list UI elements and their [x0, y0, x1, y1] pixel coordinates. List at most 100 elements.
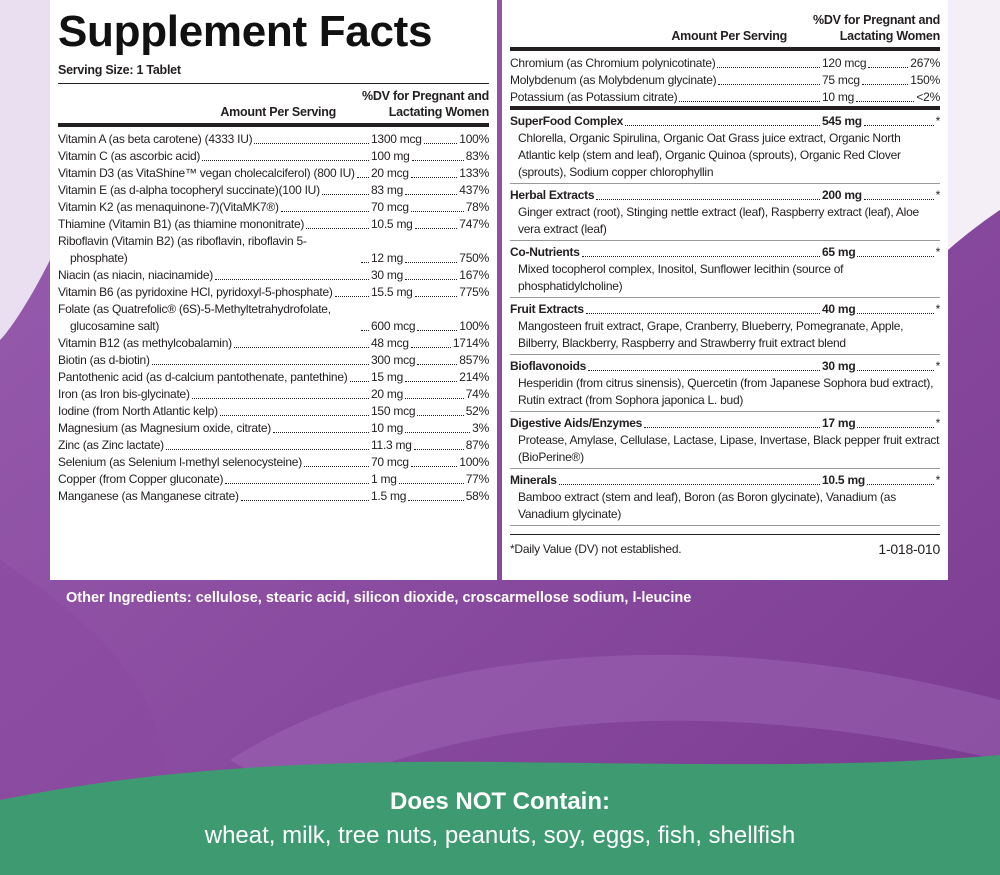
amount-group: 17 mg *	[822, 415, 940, 432]
dot-leader	[254, 143, 369, 144]
blend-ingredients: Bamboo extract (stem and leaf), Boron (a…	[518, 490, 896, 521]
nutrient-row: Copper (from Copper gluconate) 1 mg 77%	[58, 471, 489, 488]
dot-leader	[398, 483, 464, 484]
does-not-contain-list: wheat, milk, tree nuts, peanuts, soy, eg…	[204, 822, 796, 849]
dot-leader	[644, 427, 820, 428]
footer: *Daily Value (DV) not established. 1-018…	[510, 534, 940, 558]
nutrient-row: Vitamin B12 (as methylcobalamin) 48 mcg 17…	[58, 335, 489, 352]
nutrient-name: Vitamin E (as d-alpha tocopheryl succina…	[58, 183, 320, 197]
nutrient-row: Biotin (as d-biotin) 300 mcg 857%	[58, 352, 489, 369]
amount: 20 mcg	[371, 166, 409, 180]
amount-group: 15.5 mg 775%	[371, 284, 489, 301]
facts-panel-left: Supplement Facts Serving Size: 1 Tablet …	[50, 0, 497, 580]
amount-group: 600 mcg 100%	[371, 318, 489, 335]
dot-leader	[165, 449, 369, 450]
dot-leader	[866, 484, 934, 485]
daily-value: 1714%	[452, 336, 489, 350]
daily-value: 747%	[459, 217, 489, 231]
nutrient-row: Magnesium (as Magnesium oxide, citrate) 1…	[58, 420, 489, 437]
daily-value: *	[935, 245, 941, 259]
dot-leader	[585, 313, 820, 314]
amount: 10 mg	[371, 421, 404, 435]
daily-value: 83%	[465, 149, 490, 163]
nutrient-name: Vitamin C (as ascorbic acid)	[58, 149, 201, 163]
dot-leader	[405, 432, 471, 433]
amount-group: 10 mg 3%	[371, 420, 489, 437]
other-ingredients: Other Ingredients: cellulose, stearic ac…	[66, 590, 692, 606]
dv-header-line: %DV for Pregnant and	[813, 13, 940, 27]
daily-value: 3%	[472, 421, 489, 435]
dot-leader	[334, 296, 369, 297]
dot-leader	[718, 84, 820, 85]
amount-group: 70 mcg 78%	[371, 199, 489, 216]
amount-group: 75 mcg 150%	[822, 72, 940, 89]
dot-leader	[861, 84, 909, 85]
daily-value: 167%	[459, 268, 489, 282]
nutrient-row: Co-Nutrients 65 mg *	[510, 244, 940, 261]
dot-leader	[202, 160, 369, 161]
dot-leader	[405, 194, 458, 195]
amount-group: 12 mg 750%	[371, 250, 489, 267]
nutrient-row: Pantothenic acid (as d-calcium pantothen…	[58, 369, 489, 386]
dot-leader	[625, 125, 820, 126]
amount-group: 1 mg 77%	[371, 471, 489, 488]
dot-leader	[215, 279, 369, 280]
dv-header: %DV for Pregnant and Lactating Women	[813, 12, 940, 44]
nutrient-name: Selenium (as Selenium l-methyl selenocys…	[58, 455, 302, 469]
nutrient-row: Bioflavonoids 30 mg *	[510, 358, 940, 375]
dot-leader	[414, 296, 458, 297]
amount-header: Amount Per Serving	[220, 105, 337, 119]
serving-size: Serving Size: 1 Tablet	[58, 62, 489, 84]
nutrient-name: Chromium (as Chromium polynicotinate)	[510, 56, 716, 70]
nutrient-row: Riboflavin (Vitamin B2) (as riboflavin, …	[58, 233, 489, 267]
blend-ingredients: Ginger extract (root), Stinging nettle e…	[518, 205, 919, 236]
green-band	[0, 755, 1000, 875]
amount: 12 mg	[371, 251, 404, 265]
amount-group: 120 mcg 267%	[822, 55, 940, 72]
does-not-contain: Does NOT Contain: wheat, milk, tree nuts…	[0, 785, 1000, 853]
nutrient-name: Vitamin D3 (as VitaShine™ vegan cholecal…	[58, 166, 355, 180]
nutrient-row: Vitamin C (as ascorbic acid) 100 mg 83%	[58, 148, 489, 165]
nutrient-row: Vitamin B6 (as pyridoxine HCl, pyridoxyl…	[58, 284, 489, 301]
facts-panel-right: Amount Per Serving %DV for Pregnant and …	[502, 0, 948, 580]
dot-leader	[151, 364, 369, 365]
amount: 120 mcg	[822, 56, 867, 70]
amount: 15.5 mg	[371, 285, 413, 299]
nutrient-name: Vitamin K2 (as menaquinone-7)(VitaMK7®)	[58, 200, 279, 214]
amount: 11.3 mg	[371, 438, 412, 452]
nutrient-row: Vitamin K2 (as menaquinone-7)(VitaMK7®) 7…	[58, 199, 489, 216]
amount: 30 mg	[371, 268, 404, 282]
nutrient-row: Manganese (as Manganese citrate) 1.5 mg 58…	[58, 488, 489, 505]
amount-group: 1300 mcg 100%	[371, 131, 489, 148]
dot-leader	[280, 211, 369, 212]
daily-value: *	[935, 359, 941, 373]
dot-leader	[868, 67, 909, 68]
amount-group: 15 mg 214%	[371, 369, 489, 386]
dot-leader	[863, 125, 934, 126]
nutrient-name: Niacin (as niacin, niacinamide)	[58, 268, 213, 282]
dot-leader	[857, 313, 934, 314]
dot-leader	[361, 262, 369, 263]
nutrient-name: Manganese (as Manganese citrate)	[58, 489, 239, 503]
daily-value: 78%	[465, 200, 490, 214]
dot-leader	[423, 143, 458, 144]
nutrient-name: Thiamine (Vitamin B1) (as thiamine monon…	[58, 217, 305, 231]
amount: 600 mcg	[371, 319, 416, 333]
nutrient-name: Bioflavonoids	[510, 359, 587, 373]
nutrient-name: Vitamin B6 (as pyridoxine HCl, pyridoxyl…	[58, 285, 333, 299]
amount-group: 545 mg *	[822, 113, 940, 130]
dot-leader	[857, 370, 934, 371]
daily-value: 133%	[459, 166, 489, 180]
dot-leader	[361, 330, 369, 331]
blend-ingredients: Chlorella, Organic Spirulina, Organic Oa…	[518, 131, 901, 179]
amount: 20 mg	[371, 387, 404, 401]
nutrient-row: Iodine (from North Atlantic kelp) 150 mcg…	[58, 403, 489, 420]
dot-leader	[405, 279, 458, 280]
column-header: Amount Per Serving %DV for Pregnant and …	[58, 84, 489, 127]
amount-header: Amount Per Serving	[671, 29, 788, 43]
dot-leader	[857, 256, 934, 257]
dot-leader	[417, 364, 458, 365]
daily-value: 857%	[459, 353, 489, 367]
amount: 10.5 mg	[822, 473, 865, 487]
nutrient-name: Biotin (as d-biotin)	[58, 353, 150, 367]
